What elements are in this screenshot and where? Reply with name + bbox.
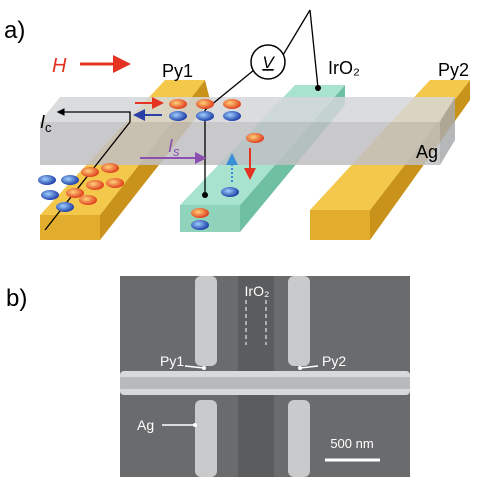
ag-label: Ag (137, 417, 154, 433)
subscript: c (45, 120, 52, 135)
ag-label: Ag (416, 142, 438, 162)
figure: a) H Py1 IrO₂ Py2 V Ic Is Ag b) IrO₂ Py1… (0, 0, 481, 477)
voltmeter-label: V (262, 53, 275, 72)
wire (310, 10, 318, 88)
iro2-label: IrO₂ (245, 283, 270, 299)
iro2-label: IrO₂ (328, 58, 360, 78)
wire (283, 10, 310, 55)
device (38, 10, 470, 240)
ag-top (40, 97, 455, 122)
py1-label: Py1 (160, 353, 184, 369)
ag-front (40, 122, 440, 165)
iro2-front (180, 205, 240, 232)
field-label: H (52, 55, 67, 77)
py2-front (310, 210, 370, 240)
py2-label: Py2 (438, 60, 469, 80)
contact (202, 192, 208, 198)
contact (315, 85, 321, 91)
subscript: s (173, 144, 180, 159)
py2-label: Py2 (322, 353, 346, 369)
py1-label: Py1 (162, 61, 193, 81)
panel-label: a) (4, 17, 25, 44)
panel-label: b) (6, 285, 27, 312)
scale-bar-label: 500 nm (330, 436, 373, 451)
py1-front (40, 215, 100, 240)
